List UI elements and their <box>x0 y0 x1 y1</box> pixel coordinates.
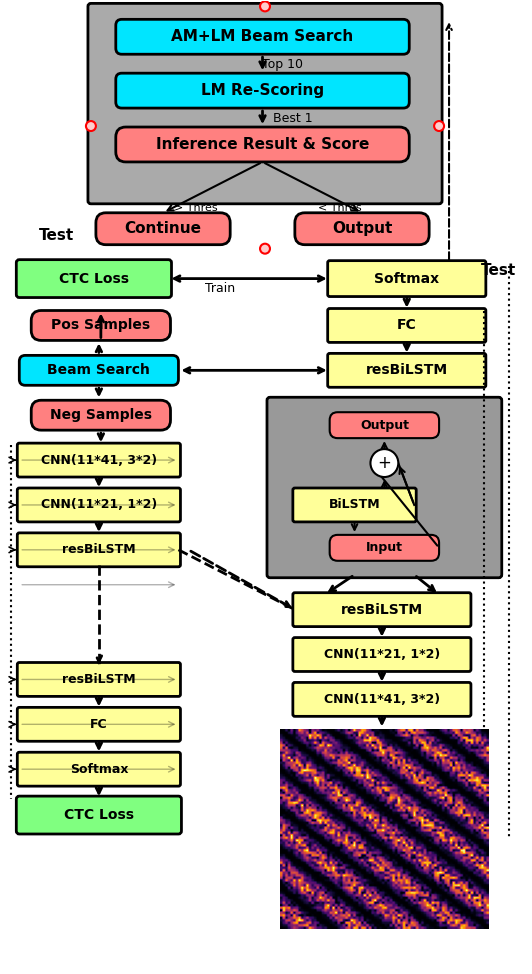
Text: CNN(11*41, 3*2): CNN(11*41, 3*2) <box>324 693 440 706</box>
FancyBboxPatch shape <box>16 796 181 834</box>
Circle shape <box>260 1 270 12</box>
Text: Inference Result & Score: Inference Result & Score <box>156 137 369 152</box>
Text: Best 1: Best 1 <box>272 112 312 125</box>
Text: Input: Input <box>366 542 403 554</box>
FancyBboxPatch shape <box>328 309 486 343</box>
Text: BiLSTM: BiLSTM <box>329 499 380 511</box>
Text: AM+LM Beam Search: AM+LM Beam Search <box>171 29 354 44</box>
FancyBboxPatch shape <box>293 593 471 626</box>
Text: CTC Loss: CTC Loss <box>64 808 134 822</box>
Text: resBiLSTM: resBiLSTM <box>341 603 423 617</box>
Text: FC: FC <box>90 718 107 730</box>
FancyBboxPatch shape <box>18 443 180 477</box>
Circle shape <box>434 121 444 131</box>
Text: CNN(11*41, 3*2): CNN(11*41, 3*2) <box>41 454 157 467</box>
Text: Train: Train <box>205 282 235 295</box>
FancyBboxPatch shape <box>18 662 180 696</box>
Text: CTC Loss: CTC Loss <box>59 272 129 285</box>
FancyBboxPatch shape <box>330 535 439 561</box>
Text: Test: Test <box>481 263 517 279</box>
Text: Softmax: Softmax <box>374 272 439 285</box>
Text: < Thres: < Thres <box>318 203 361 212</box>
FancyBboxPatch shape <box>31 311 170 341</box>
FancyBboxPatch shape <box>116 73 409 108</box>
Text: resBiLSTM: resBiLSTM <box>62 543 136 556</box>
FancyBboxPatch shape <box>88 3 442 204</box>
FancyBboxPatch shape <box>16 260 171 297</box>
FancyBboxPatch shape <box>18 752 180 786</box>
Text: Beam Search: Beam Search <box>47 363 151 377</box>
Text: > Thres: > Thres <box>173 203 217 212</box>
Text: Continue: Continue <box>124 221 202 237</box>
Text: Top 10: Top 10 <box>262 57 303 71</box>
Text: Test: Test <box>38 228 74 244</box>
FancyBboxPatch shape <box>293 638 471 671</box>
Text: CNN(11*21, 1*2): CNN(11*21, 1*2) <box>41 499 157 511</box>
Text: FC: FC <box>397 318 417 332</box>
FancyBboxPatch shape <box>293 683 471 716</box>
Text: Pos Samples: Pos Samples <box>51 318 151 332</box>
FancyBboxPatch shape <box>96 212 230 244</box>
FancyBboxPatch shape <box>328 261 486 296</box>
Text: Output: Output <box>332 221 392 237</box>
FancyBboxPatch shape <box>293 488 416 522</box>
Circle shape <box>86 121 96 131</box>
Text: resBiLSTM: resBiLSTM <box>365 363 448 377</box>
Circle shape <box>370 449 398 477</box>
FancyBboxPatch shape <box>18 707 180 741</box>
Text: CNN(11*21, 1*2): CNN(11*21, 1*2) <box>324 648 440 661</box>
Circle shape <box>260 244 270 253</box>
FancyBboxPatch shape <box>18 533 180 567</box>
FancyBboxPatch shape <box>267 397 502 578</box>
FancyBboxPatch shape <box>295 212 429 244</box>
Text: LM Re-Scoring: LM Re-Scoring <box>201 83 324 98</box>
Text: resBiLSTM: resBiLSTM <box>62 673 136 686</box>
FancyBboxPatch shape <box>31 400 170 431</box>
FancyBboxPatch shape <box>19 356 178 386</box>
FancyBboxPatch shape <box>116 127 409 162</box>
FancyBboxPatch shape <box>328 354 486 388</box>
Text: Output: Output <box>360 419 409 431</box>
Text: +: + <box>377 454 392 472</box>
Text: Neg Samples: Neg Samples <box>50 408 152 422</box>
FancyBboxPatch shape <box>116 19 409 55</box>
FancyBboxPatch shape <box>330 412 439 438</box>
Text: Softmax: Softmax <box>70 763 128 775</box>
FancyBboxPatch shape <box>18 488 180 522</box>
